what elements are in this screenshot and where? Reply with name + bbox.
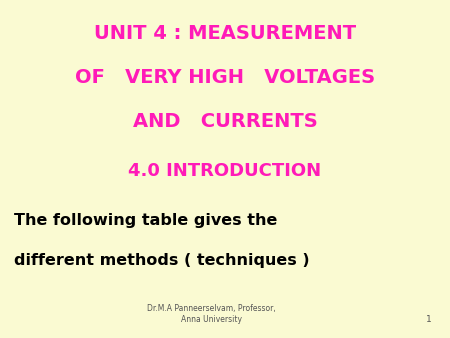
Text: UNIT 4 : MEASUREMENT: UNIT 4 : MEASUREMENT bbox=[94, 24, 356, 43]
Text: Dr.M.A Panneerselvam, Professor,
Anna University: Dr.M.A Panneerselvam, Professor, Anna Un… bbox=[147, 304, 276, 324]
Text: AND   CURRENTS: AND CURRENTS bbox=[133, 112, 317, 130]
Text: different methods ( techniques ): different methods ( techniques ) bbox=[14, 254, 309, 268]
Text: OF   VERY HIGH   VOLTAGES: OF VERY HIGH VOLTAGES bbox=[75, 68, 375, 87]
Text: 1: 1 bbox=[426, 315, 432, 324]
Text: The following table gives the: The following table gives the bbox=[14, 213, 277, 228]
Text: 4.0 INTRODUCTION: 4.0 INTRODUCTION bbox=[128, 162, 322, 180]
